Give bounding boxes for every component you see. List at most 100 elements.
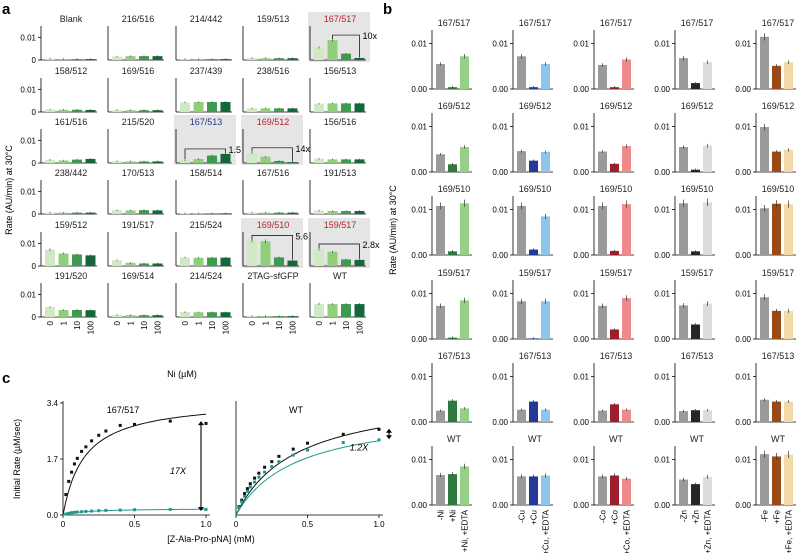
panel-b-wt-cu-tick-label-001: 0.01: [492, 456, 508, 465]
panel-b-169-510-ni-tick-label-000: 0.00: [411, 251, 427, 260]
panel-a-237-439-bar-0: [180, 102, 190, 112]
panel-a-158-512-title: 158/512: [55, 66, 88, 76]
panel-c-167-517-xtick-label-0: 0: [61, 520, 66, 529]
panel-a-169-512-bar-1: [260, 156, 271, 163]
panel-a-191-520-bar-10: [72, 309, 82, 317]
panel-b-169-510-fe-tick-label-000: 0.00: [735, 251, 751, 260]
panel-b-159-517-fe-bar-fe-edta: [784, 310, 793, 339]
panel-a-159-517-bar-100: [354, 259, 365, 266]
panel-a-191-520-xtick-100: 100: [87, 320, 96, 334]
panel-c-167-517-fold-annotation: 17X: [170, 466, 187, 476]
panel-c-167-517-point-teal: [80, 510, 84, 514]
panel-c-167-517-point-teal: [70, 511, 74, 515]
panel-b-167-513-zn-bar-zn: [679, 411, 688, 422]
panel-b-169-512-fe-bar-fe-edta: [784, 149, 793, 172]
panel-a-159-512-bar-1: [58, 253, 69, 266]
panel-b-wt-zn-xtick-zn: -Zn: [680, 510, 689, 522]
panel-a-238-516-bar-100: [287, 108, 298, 112]
panel-b-167-513-co-bar-co: [610, 404, 619, 422]
panel-c-167-517-point-black: [64, 493, 68, 497]
panel-a-169-514-bar-10: [139, 315, 149, 317]
panel-c-167-517-point-teal: [133, 508, 136, 512]
panel-b-169-510-co-bar-co-edta: [622, 204, 631, 255]
panel-b-169-510-zn-tick-label-001: 0.01: [654, 206, 670, 215]
panel-a-158-512-tick-label-0: 0: [32, 108, 37, 117]
panel-a-wt-xtick-1: 1: [329, 320, 338, 325]
panel-b-wt-fe-bar-fe: [772, 456, 781, 505]
panel-a-191-513-bar-0: [314, 210, 324, 214]
panel-b-wt-cu-bar-cu-edta: [541, 475, 550, 505]
panel-c-167-517-point-teal: [84, 509, 88, 513]
panel-a-237-439-bar-1: [193, 102, 204, 112]
panel-a-167-513-bar-1: [193, 158, 204, 163]
panel-c-wt-point-black: [253, 476, 257, 480]
panel-c-wt-fit-black: [235, 427, 380, 516]
panel-b-wt-co-xtick-co: +Co: [611, 509, 620, 524]
panel-a-158-512-bar-0: [45, 109, 55, 112]
panel-a-238-442-title: 238/442: [55, 168, 88, 178]
panel-b-169-510-cu-bar-cu: [529, 249, 538, 255]
panel-a-214-524-bar-0: [180, 312, 190, 317]
panel-c-167-517-point-black: [104, 429, 108, 433]
panel-a-167-517-title: 167/517: [324, 14, 357, 24]
panel-a-215-520-title: 215/520: [122, 117, 155, 127]
panel-a-169-514-title: 169/514: [122, 271, 155, 281]
panel-b-167-513-zn-title: 167/513: [681, 351, 714, 361]
panel-a-169-514-xtick-100: 100: [154, 320, 163, 334]
panel-b-y-axis-label: Rate (AU/min) at 30°C: [388, 185, 398, 275]
panel-c-wt-point-teal: [277, 460, 281, 464]
panel-a-169-516-bar-1: [125, 110, 136, 112]
panel-a-170-513-bar-1: [125, 210, 136, 214]
panel-b-169-510-co-title: 169/510: [600, 184, 633, 194]
panel-c-wt-point-black: [240, 498, 244, 502]
panel-c-wt-point-teal: [240, 500, 244, 504]
panel-b-159-517-fe-tick-label-000: 0.00: [735, 335, 751, 344]
panel-c-wt-fold-annotation: 1.2X: [350, 443, 370, 453]
panel-b-169-512-zn-tick-label-001: 0.01: [654, 123, 670, 132]
panel-b-167-513-ni-bar-ni: [436, 410, 445, 422]
panel-b-167-517-fe-bar-fe: [772, 65, 781, 89]
panel-b-159-517-co-tick-label-000: 0.00: [573, 335, 589, 344]
panel-c-167-517-xtick-label-1: 0.5: [129, 520, 141, 529]
panel-a-191-520-tick-label-001: 0.01: [20, 290, 36, 299]
panel-b-wt-fe-bar-fe: [760, 454, 769, 505]
panel-c-wt-point-black: [377, 427, 381, 431]
panel-b-wt-ni-tick-label-000: 0.00: [411, 501, 427, 510]
panel-c-x-axis-label: [Z-Ala-Pro-pNA] (mM): [167, 534, 255, 544]
panel-b-159-517-co-tick-label-001: 0.01: [573, 290, 589, 299]
panel-a-156-513-bar-0: [314, 103, 324, 112]
panel-b-wt-fe-bar-fe-edta: [784, 454, 793, 505]
panel-a-169-516-bar-0: [112, 110, 122, 112]
panel-c-y-axis-label: Initial Rate (µM/sec): [12, 419, 22, 499]
panel-a-156-513-bar-1: [327, 103, 338, 112]
panel-a-216-516-bar-10: [139, 56, 149, 60]
panel-c-167-517-point-black: [168, 419, 172, 423]
panel-a-159-517-bar-0: [314, 249, 324, 266]
panel-a-167-513-title: 167/513: [190, 117, 223, 127]
panel-c-wt-point-black: [277, 454, 281, 458]
panel-a-156-513-bar-10: [341, 103, 351, 112]
panel-a-167-517-bar-10: [341, 53, 351, 60]
panel-b-167-517-fe-tick-label-001: 0.01: [735, 40, 751, 49]
panel-b-159-517-zn-title: 159/517: [681, 268, 714, 278]
panel-b-167-513-co-bar-co-edta: [622, 409, 631, 422]
panel-b-169-512-ni-tick-label-000: 0.00: [411, 168, 427, 177]
panel-a-161-516-bar-0: [45, 159, 55, 163]
panel-b-wt-ni-xtick-ni: -Ni: [437, 510, 446, 520]
panel-b-169-510-ni-title: 169/510: [438, 184, 471, 194]
panel-b-159-517-co-bar-co: [610, 329, 619, 339]
panel-a-169-516-title: 169/516: [122, 66, 155, 76]
panel-c-167-517-fold-arrow-head-top: [198, 421, 204, 426]
panel-b-159-517-zn-bar-zn: [691, 324, 700, 339]
panel-a-214-524-bar-1: [193, 312, 204, 317]
panel-a-169-510-title: 169/510: [257, 220, 290, 230]
panel-b-wt-cu-bar-cu: [529, 476, 538, 505]
panel-b-159-517-cu-title: 159/517: [519, 268, 552, 278]
panel-b-wt-cu-xtick-cu: -Cu: [518, 510, 527, 523]
panel-b-wt-zn-xtick-zn: +Zn: [692, 510, 701, 524]
panel-b-wt-fe-xtick-fe-edta: +Fe, +EDTA: [785, 509, 794, 553]
panel-b-159-517-ni-bar-ni-edta: [460, 300, 469, 339]
panel-b-167-513-zn-bar-zn-edta: [703, 410, 712, 422]
panel-a-170-513-bar-10: [139, 210, 149, 214]
